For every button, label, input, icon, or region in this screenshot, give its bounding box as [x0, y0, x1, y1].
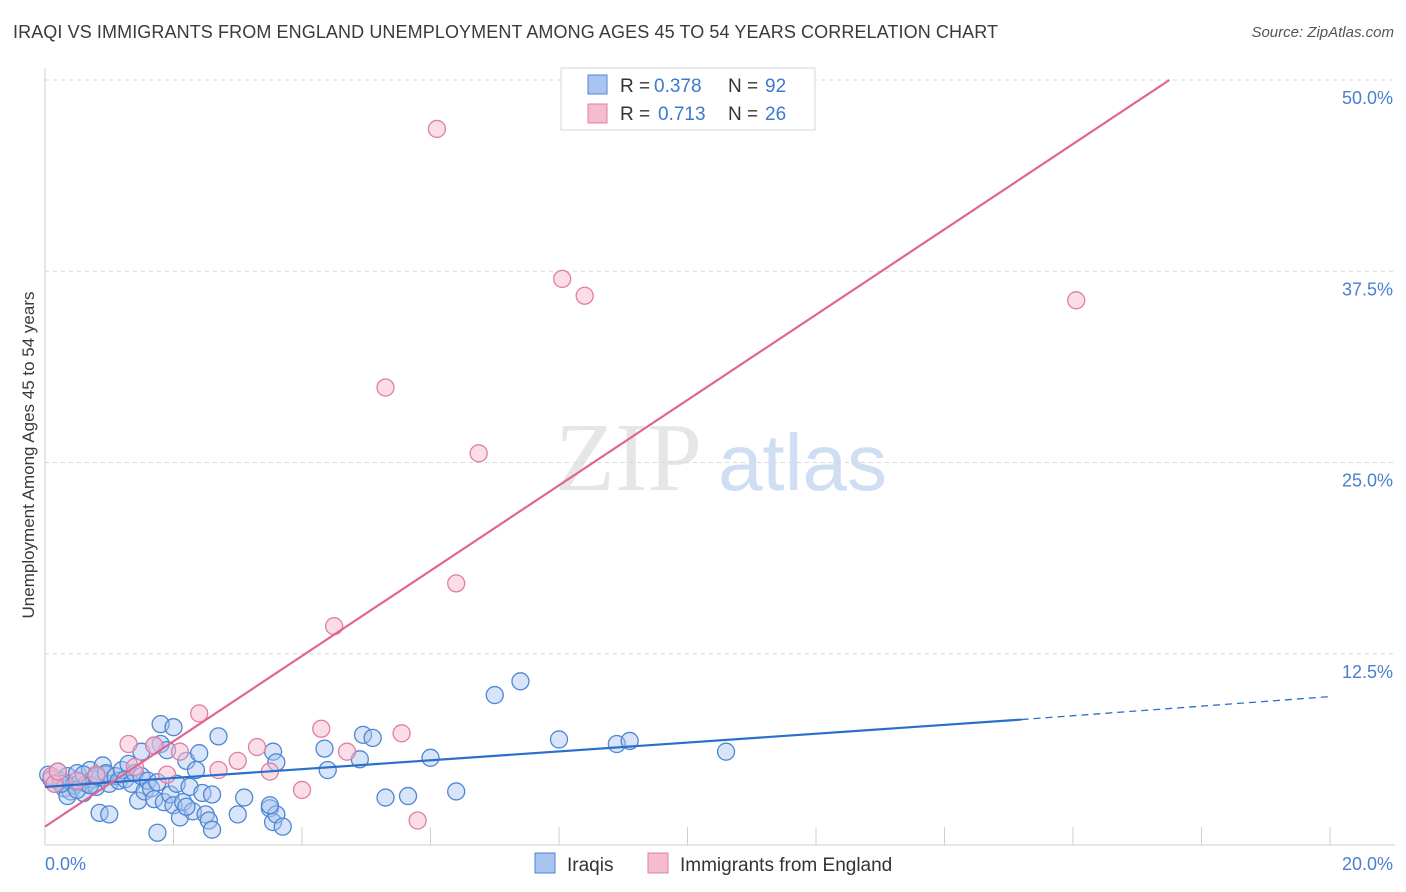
legend-n-label-england: N =: [728, 104, 758, 125]
england-point-8: [157, 765, 177, 784]
bottom-legend-label-iraqis: Iraqis: [567, 855, 613, 876]
watermark-atlas: atlas: [718, 418, 887, 507]
chart-title: IRAQI VS IMMIGRANTS FROM ENGLAND UNEMPLO…: [13, 22, 999, 42]
iraqis-point-85: [164, 718, 183, 737]
iraqis-point-90: [202, 785, 222, 804]
england-point-12: [228, 751, 247, 770]
series-iraqis-points: [39, 672, 736, 842]
england-point-16: [312, 719, 331, 738]
watermark-zip: ZIP: [555, 404, 702, 512]
england-point-21: [408, 811, 427, 830]
bottom-legend: Iraqis Immigrants from England: [534, 852, 892, 876]
x-tick-labels: 0.0% 20.0%: [45, 854, 1393, 874]
iraqis-point-78: [485, 685, 504, 705]
england-point-17: [324, 617, 344, 636]
y-tick-label-2: 37.5%: [1342, 279, 1393, 299]
iraqis-point-74: [376, 788, 395, 807]
england-point-15: [292, 780, 312, 800]
iraqis-trend-extension: [1021, 695, 1331, 721]
legend-n-label-iraqis: N =: [728, 76, 758, 97]
source-credit: Source: ZipAtlas.com: [1251, 24, 1394, 41]
iraqis-point-73: [363, 728, 382, 748]
x-tick-label-1: 20.0%: [1342, 854, 1393, 874]
iraqis-point-88: [148, 823, 167, 842]
iraqis-point-69: [315, 739, 334, 758]
england-point-24: [469, 444, 488, 463]
bottom-legend-swatch-england: [647, 852, 669, 874]
england-point-9: [170, 742, 190, 761]
legend-n-value-england: 26: [765, 104, 786, 125]
england-point-20: [392, 724, 411, 743]
y-axis-label: Unemployment Among Ages 45 to 54 years: [19, 292, 38, 619]
england-point-18: [337, 742, 357, 761]
england-point-25: [553, 269, 572, 289]
watermark: ZIP atlas: [555, 404, 887, 512]
england-point-10: [190, 704, 209, 723]
bottom-legend-swatch-iraqis: [534, 852, 556, 874]
england-point-27: [1067, 291, 1086, 310]
england-point-26: [575, 286, 594, 305]
iraqis-point-35: [129, 791, 148, 810]
england-point-13: [247, 737, 267, 757]
legend-swatch-iraqis: [587, 74, 608, 95]
england-trend-line: [44, 79, 1170, 828]
iraqis-point-75: [398, 786, 418, 806]
iraqis-point-61: [235, 788, 254, 807]
england-point-7: [145, 736, 164, 755]
gridlines: [45, 79, 1395, 655]
y-tick-label-0: 12.5%: [1342, 662, 1393, 682]
iraqis-point-58: [202, 820, 222, 839]
england-point-22: [427, 119, 447, 139]
axes: [44, 68, 1395, 846]
iraqis-trend-line: [44, 718, 1022, 788]
legend-box: R = 0.378 N = 92 R = 0.713 N = 26: [560, 67, 816, 131]
england-point-23: [447, 574, 466, 593]
england-point-3: [67, 771, 87, 790]
y-tick-label-3: 50.0%: [1342, 88, 1393, 108]
legend-n-value-iraqis: 92: [765, 76, 786, 97]
y-tick-label-1: 25.0%: [1342, 471, 1393, 491]
iraqis-point-60: [228, 805, 247, 824]
iraqis-point-89: [177, 797, 196, 816]
england-point-5: [119, 734, 138, 754]
iraqis-point-66: [260, 796, 280, 815]
iraqis-point-65: [273, 817, 292, 836]
legend-r-value-iraqis: 0.378: [654, 76, 702, 97]
legend-r-label-iraqis: R =: [620, 76, 650, 97]
legend-swatch-england: [587, 103, 608, 124]
bottom-legend-label-england: Immigrants from England: [680, 855, 892, 876]
iraqis-point-80: [549, 730, 569, 749]
iraqis-point-83: [716, 742, 736, 761]
x-tick-label-0: 0.0%: [45, 854, 86, 874]
iraqis-point-76: [421, 748, 440, 767]
iraqis-point-59: [209, 727, 228, 746]
trend-lines: [44, 79, 1331, 828]
legend-r-label-england: R =: [620, 104, 650, 125]
iraqis-point-27: [100, 805, 119, 824]
england-point-2: [48, 762, 67, 781]
series-england-points: [42, 119, 1086, 830]
legend-r-value-england: 0.713: [658, 104, 706, 125]
england-point-4: [87, 765, 106, 784]
iraqis-point-77: [447, 782, 466, 801]
y-tick-labels: 12.5% 25.0% 37.5% 50.0%: [1342, 88, 1393, 682]
iraqis-point-79: [511, 672, 530, 691]
england-point-19: [376, 378, 395, 397]
iraqis-point-54: [190, 744, 209, 763]
iraqis-point-70: [318, 760, 337, 780]
